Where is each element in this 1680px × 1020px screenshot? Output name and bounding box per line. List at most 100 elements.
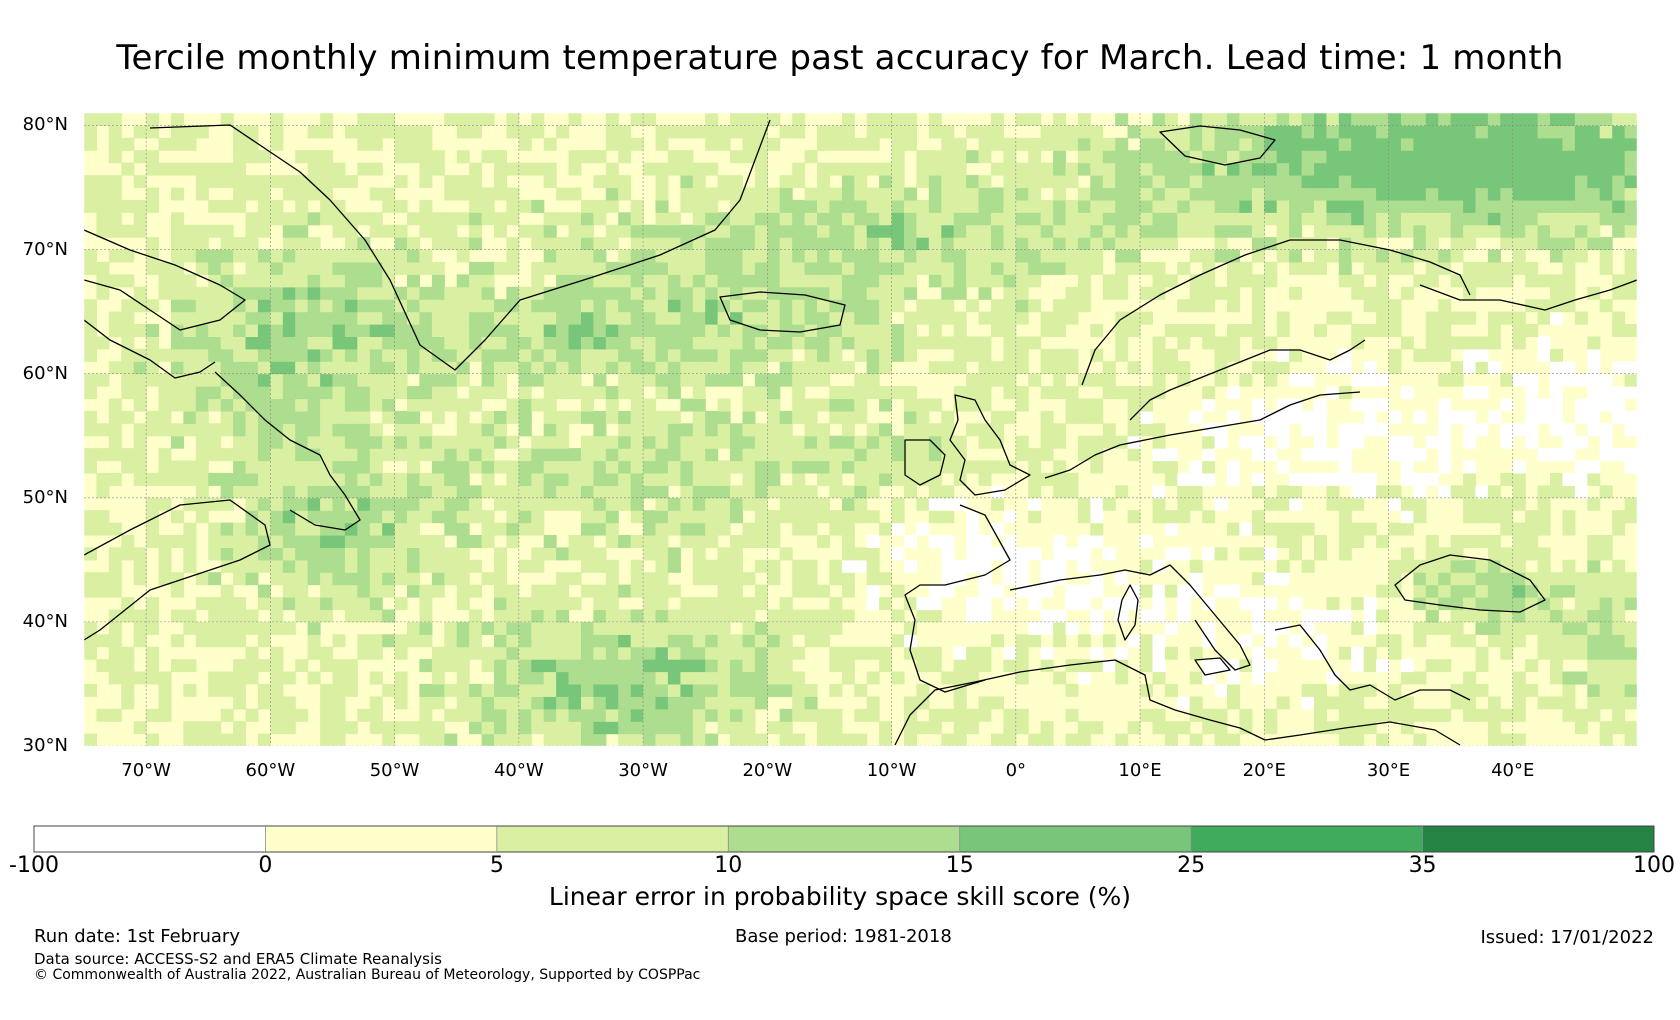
skill-cell (1227, 113, 1240, 126)
skill-cell (233, 733, 247, 746)
skill-cell (1289, 125, 1303, 139)
skill-cell (630, 646, 644, 660)
skill-cell (133, 559, 147, 573)
skill-cell (1090, 584, 1104, 598)
skill-cell (879, 249, 893, 263)
skill-cell (1102, 597, 1116, 611)
skill-cell (667, 373, 681, 387)
skill-cell (630, 137, 644, 151)
skill-cell (444, 212, 458, 226)
skill-cell (1003, 212, 1017, 226)
skill-cell (978, 472, 992, 486)
skill-cell (804, 187, 818, 201)
skill-cell (1376, 311, 1390, 325)
skill-cell (1475, 336, 1489, 350)
skill-cell (282, 708, 296, 722)
skill-cell (742, 621, 756, 635)
skill-cell (1040, 175, 1054, 189)
skill-cell (1388, 584, 1402, 598)
skill-cell (618, 348, 632, 362)
skill-cell (916, 460, 930, 474)
skill-cell (680, 175, 694, 189)
skill-cell (1140, 162, 1153, 176)
skill-cell (966, 659, 980, 673)
skill-cell (1202, 261, 1216, 275)
skill-cell (84, 199, 97, 213)
skill-cell (792, 336, 806, 350)
skill-cell (655, 224, 669, 238)
skill-cell (171, 162, 184, 176)
skill-cell (1164, 721, 1178, 735)
skill-cell (369, 584, 383, 598)
skill-cell (667, 324, 681, 337)
skill-cell (1202, 472, 1216, 486)
skill-cell (854, 485, 868, 499)
skill-cell (1599, 671, 1613, 685)
skill-cell (444, 510, 458, 524)
skill-cell (1388, 212, 1402, 226)
skill-cell (357, 336, 371, 350)
skill-cell (1115, 671, 1129, 685)
skill-cell (307, 485, 321, 499)
skill-cell (121, 547, 135, 561)
skill-cell (506, 311, 520, 325)
skill-cell (1189, 485, 1203, 499)
coast-baltic (1129, 339, 1366, 421)
skill-cell (543, 597, 557, 611)
coast-balkans (1274, 624, 1471, 701)
skill-cell (593, 460, 607, 474)
skill-cell (966, 646, 980, 660)
skill-cell (233, 373, 247, 387)
skill-cell (1053, 311, 1067, 325)
skill-cell (928, 708, 942, 722)
skill-cell (667, 609, 681, 623)
skill-cell (792, 646, 806, 660)
skill-cell (1326, 497, 1340, 511)
skill-cell (195, 448, 209, 462)
skill-cell (332, 696, 346, 710)
skill-cell (1177, 175, 1191, 189)
skill-cell (1015, 249, 1029, 263)
skill-cell (767, 485, 781, 499)
skill-cell (829, 472, 843, 486)
skill-cell (1624, 175, 1637, 189)
skill-cell (1189, 125, 1203, 139)
skill-cell (1487, 485, 1501, 499)
skill-cell (854, 261, 868, 275)
skill-cell (643, 398, 657, 412)
skill-cell (344, 125, 358, 139)
skill-cell (357, 634, 371, 648)
skill-cell (705, 125, 719, 139)
skill-cell (407, 584, 420, 598)
skill-cell (1040, 249, 1054, 263)
skill-cell (208, 535, 222, 548)
skill-cell (680, 249, 694, 263)
skill-cell (804, 286, 818, 300)
skill-cell (1152, 584, 1166, 598)
skill-cell (904, 733, 917, 746)
skill-cell (282, 572, 296, 586)
skill-cell (730, 113, 743, 126)
skill-cell (941, 336, 955, 350)
skill-cell (1612, 224, 1626, 238)
skill-cell (605, 646, 619, 660)
skill-cell (730, 373, 743, 387)
skill-cell (792, 584, 806, 598)
skill-cell (494, 435, 507, 449)
skill-cell (1512, 162, 1526, 176)
skill-cell (1512, 609, 1526, 623)
skill-cell (966, 348, 980, 362)
skill-cell (1599, 547, 1613, 561)
skill-cell (332, 212, 346, 226)
skill-cell (568, 634, 582, 648)
skill-cell (332, 683, 346, 697)
skill-cell (1537, 175, 1551, 189)
skill-cell (1487, 199, 1501, 213)
skill-cell (282, 398, 296, 412)
skill-cell (730, 435, 743, 449)
skill-cell (1264, 572, 1278, 586)
skill-cell (195, 224, 209, 238)
skill-cell (742, 274, 756, 288)
skill-cell (369, 361, 383, 375)
skill-cell (1276, 311, 1290, 325)
